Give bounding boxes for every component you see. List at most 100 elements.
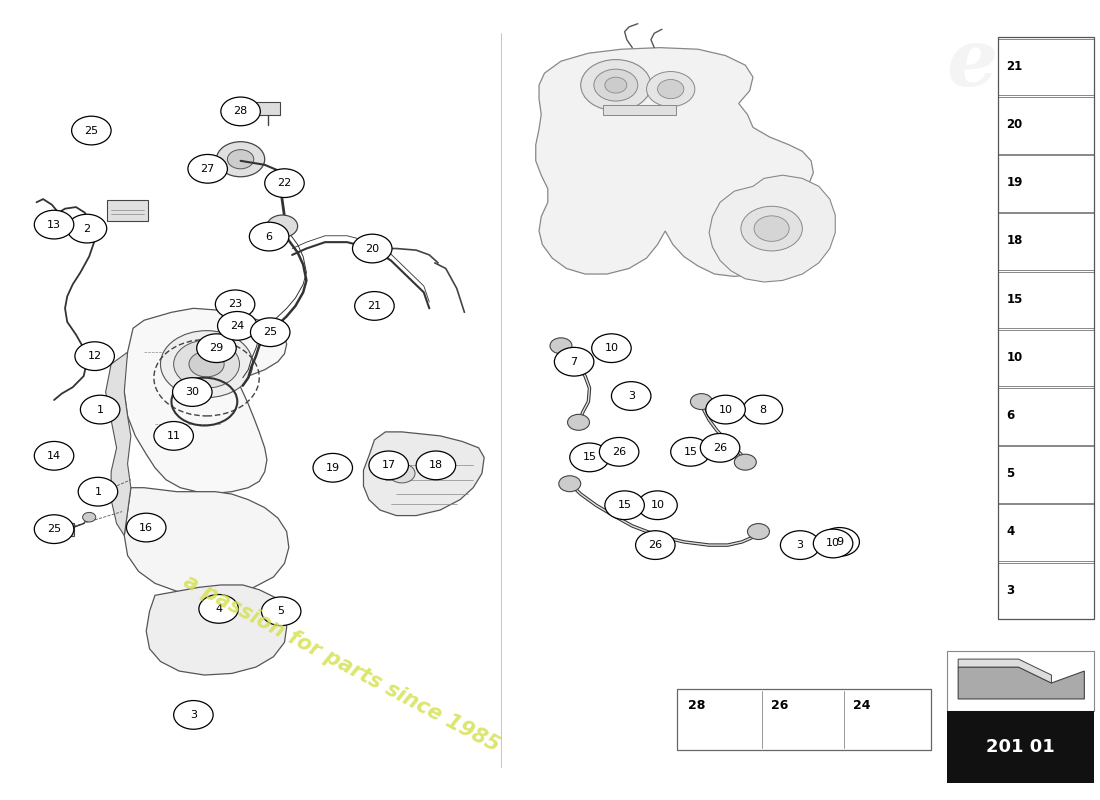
Circle shape — [250, 222, 289, 251]
FancyBboxPatch shape — [998, 272, 1094, 328]
Text: 26: 26 — [612, 447, 626, 457]
Circle shape — [820, 527, 859, 556]
Text: 4: 4 — [216, 604, 222, 614]
Circle shape — [197, 334, 236, 362]
Circle shape — [568, 414, 590, 430]
Text: 10: 10 — [826, 538, 840, 549]
Text: 26: 26 — [648, 540, 662, 550]
Circle shape — [174, 701, 213, 730]
Circle shape — [67, 214, 107, 243]
Circle shape — [550, 338, 572, 354]
Polygon shape — [603, 105, 676, 114]
Text: 26: 26 — [713, 443, 727, 453]
Circle shape — [701, 434, 740, 462]
Circle shape — [72, 116, 111, 145]
Text: 27: 27 — [200, 164, 214, 174]
Circle shape — [199, 594, 239, 623]
Circle shape — [605, 77, 627, 93]
Circle shape — [416, 451, 455, 480]
Text: 11: 11 — [167, 431, 180, 441]
Text: 17: 17 — [382, 460, 396, 470]
Circle shape — [161, 330, 253, 398]
Text: 5: 5 — [277, 606, 285, 616]
Circle shape — [34, 442, 74, 470]
Circle shape — [671, 438, 711, 466]
Circle shape — [755, 216, 789, 242]
FancyBboxPatch shape — [998, 505, 1094, 561]
FancyBboxPatch shape — [43, 522, 74, 535]
FancyBboxPatch shape — [256, 102, 280, 114]
Text: 15: 15 — [1006, 293, 1023, 306]
Text: 12: 12 — [88, 351, 101, 361]
Text: 19: 19 — [1006, 176, 1023, 190]
Polygon shape — [106, 352, 131, 535]
Text: 24: 24 — [230, 321, 244, 331]
FancyBboxPatch shape — [998, 155, 1094, 212]
Circle shape — [570, 443, 609, 472]
Text: 28: 28 — [233, 106, 248, 117]
Text: 25: 25 — [263, 327, 277, 338]
Circle shape — [706, 395, 746, 424]
Circle shape — [735, 454, 757, 470]
Polygon shape — [146, 585, 287, 675]
Circle shape — [218, 311, 257, 340]
Text: 13: 13 — [47, 220, 62, 230]
FancyBboxPatch shape — [998, 39, 1094, 95]
Polygon shape — [710, 175, 835, 282]
Text: 20: 20 — [1006, 118, 1023, 131]
Circle shape — [75, 342, 114, 370]
Text: 10: 10 — [650, 500, 664, 510]
Text: 23: 23 — [228, 299, 242, 310]
Text: 3: 3 — [1006, 584, 1014, 597]
FancyBboxPatch shape — [998, 388, 1094, 445]
Circle shape — [647, 71, 695, 106]
Circle shape — [600, 438, 639, 466]
Text: 15: 15 — [617, 500, 631, 510]
Text: 28: 28 — [689, 699, 705, 712]
Circle shape — [173, 378, 212, 406]
FancyBboxPatch shape — [998, 446, 1094, 503]
FancyBboxPatch shape — [998, 562, 1094, 619]
Circle shape — [267, 215, 298, 238]
Circle shape — [368, 451, 408, 480]
Polygon shape — [536, 48, 813, 277]
Polygon shape — [958, 659, 1052, 683]
Text: 16: 16 — [140, 522, 153, 533]
FancyBboxPatch shape — [678, 690, 931, 750]
Circle shape — [251, 318, 290, 346]
Text: 22: 22 — [277, 178, 292, 188]
Polygon shape — [124, 488, 289, 595]
Circle shape — [352, 234, 392, 263]
Polygon shape — [958, 667, 1085, 699]
Circle shape — [559, 476, 581, 492]
Circle shape — [592, 334, 631, 362]
Circle shape — [388, 464, 415, 483]
Text: 3: 3 — [190, 710, 197, 720]
Circle shape — [744, 395, 782, 424]
Circle shape — [262, 597, 301, 626]
Text: 8: 8 — [759, 405, 767, 414]
Circle shape — [581, 59, 651, 110]
Text: es: es — [946, 26, 1043, 103]
FancyBboxPatch shape — [947, 651, 1094, 711]
Circle shape — [189, 351, 224, 377]
FancyBboxPatch shape — [107, 200, 148, 221]
Circle shape — [221, 97, 261, 126]
Text: 20: 20 — [365, 243, 380, 254]
Text: 19: 19 — [326, 462, 340, 473]
Text: 18: 18 — [429, 460, 443, 470]
Text: 21: 21 — [367, 301, 382, 311]
Circle shape — [691, 394, 713, 410]
Text: 1: 1 — [97, 405, 103, 414]
Circle shape — [265, 169, 305, 198]
Text: 7: 7 — [571, 357, 578, 366]
Circle shape — [638, 491, 678, 519]
Circle shape — [217, 142, 265, 177]
FancyBboxPatch shape — [998, 330, 1094, 386]
Circle shape — [126, 514, 166, 542]
Circle shape — [228, 150, 254, 169]
Circle shape — [82, 513, 96, 522]
FancyBboxPatch shape — [998, 97, 1094, 154]
FancyBboxPatch shape — [998, 214, 1094, 270]
Text: 9: 9 — [836, 537, 844, 547]
